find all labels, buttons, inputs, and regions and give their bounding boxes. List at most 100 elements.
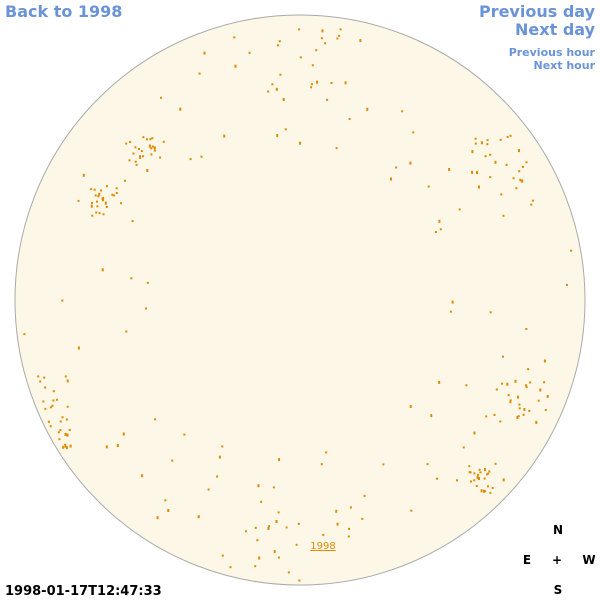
feature-speck <box>438 219 441 223</box>
feature-speck <box>66 405 69 408</box>
feature-speck <box>502 355 504 358</box>
next-hour-link[interactable]: Next hour <box>534 59 596 72</box>
feature-speck <box>484 468 486 472</box>
feature-speck <box>516 416 519 419</box>
feature-speck <box>140 150 143 153</box>
feature-speck <box>77 199 80 202</box>
feature-speck <box>159 156 162 159</box>
feature-speck <box>523 408 526 411</box>
feature-speck <box>62 445 65 449</box>
feature-speck <box>348 118 351 120</box>
feature-speck <box>487 485 489 488</box>
feature-speck <box>153 149 156 152</box>
previous-hour-link[interactable]: Previous hour <box>509 46 596 59</box>
feature-speck <box>153 146 156 150</box>
feature-speck <box>68 429 71 431</box>
feature-speck <box>59 420 62 423</box>
feature-speck <box>106 185 108 188</box>
feature-speck <box>198 72 201 75</box>
feature-speck <box>298 579 301 582</box>
feature-speck <box>39 380 42 383</box>
back-link[interactable]: Back to 1998 <box>5 2 122 21</box>
feature-speck <box>335 147 338 150</box>
feature-speck <box>525 328 528 330</box>
feature-speck <box>151 145 154 148</box>
feature-speck <box>130 277 133 280</box>
feature-speck <box>489 176 492 179</box>
feature-speck <box>474 137 477 140</box>
feature-speck <box>216 475 219 478</box>
feature-speck <box>338 34 341 37</box>
feature-speck <box>61 416 64 419</box>
feature-speck <box>473 472 476 475</box>
feature-speck <box>245 530 247 533</box>
feature-speck <box>162 140 165 143</box>
feature-speck <box>223 134 226 138</box>
feature-speck <box>276 134 279 138</box>
feature-speck <box>299 56 302 59</box>
feature-speck <box>65 418 68 421</box>
feature-speck <box>267 527 270 530</box>
feature-speck <box>458 208 461 211</box>
feature-speck <box>44 407 47 410</box>
previous-day-link[interactable]: Previous day <box>479 2 596 21</box>
feature-speck <box>519 178 522 181</box>
feature-speck <box>134 160 137 163</box>
feature-speck <box>565 283 568 286</box>
feature-speck <box>395 166 398 169</box>
feature-speck <box>495 388 498 391</box>
feature-speck <box>171 459 174 462</box>
feature-speck <box>167 509 170 512</box>
feature-speck <box>493 413 496 416</box>
solar-disk <box>14 14 586 586</box>
feature-speck <box>57 431 60 434</box>
feature-speck <box>390 177 392 181</box>
feature-speck <box>518 149 520 153</box>
feature-speck <box>125 330 128 333</box>
feature-speck <box>115 192 118 194</box>
feature-speck <box>336 522 339 526</box>
feature-speck <box>451 300 454 304</box>
feature-speck <box>248 51 251 54</box>
feature-speck <box>138 148 140 150</box>
feature-speck <box>515 187 518 190</box>
feature-speck <box>324 42 327 45</box>
feature-speck <box>98 212 101 215</box>
feature-speck <box>277 511 280 514</box>
feature-speck <box>47 420 50 423</box>
next-day-link[interactable]: Next day <box>515 20 596 39</box>
year-link[interactable]: 1998 <box>310 541 335 552</box>
compass-west: W <box>582 553 595 567</box>
feature-speck <box>275 87 278 91</box>
feature-speck <box>531 199 534 202</box>
feature-speck <box>160 96 162 99</box>
feature-speck <box>279 73 282 76</box>
feature-speck <box>96 205 99 208</box>
feature-speck <box>430 414 433 418</box>
feature-speck <box>518 407 521 410</box>
feature-speck <box>409 405 412 408</box>
feature-speck <box>517 415 520 418</box>
feature-speck <box>65 446 68 450</box>
feature-speck <box>207 488 210 491</box>
feature-speck <box>448 168 451 171</box>
feature-speck <box>111 193 114 196</box>
feature-speck <box>37 375 40 378</box>
feature-speck <box>145 307 147 310</box>
feature-speck <box>509 134 512 137</box>
feature-speck <box>366 107 369 111</box>
feature-speck <box>282 98 285 101</box>
feature-speck <box>97 195 100 198</box>
feature-speck <box>539 388 542 392</box>
feature-speck <box>325 451 328 454</box>
compass-south: S <box>554 583 563 597</box>
feature-speck <box>348 527 350 530</box>
feature-speck <box>131 220 134 223</box>
feature-speck <box>500 193 503 196</box>
feature-speck <box>297 522 300 525</box>
feature-speck <box>326 98 329 101</box>
feature-speck <box>276 44 279 47</box>
feature-speck <box>476 171 478 174</box>
feature-speck <box>115 187 118 190</box>
